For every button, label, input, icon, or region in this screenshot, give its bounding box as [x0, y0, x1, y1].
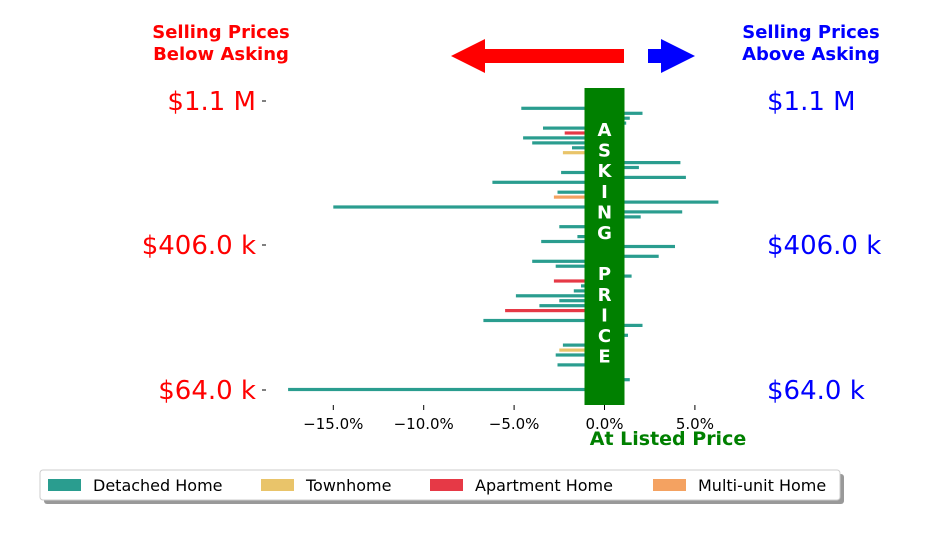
header-left-line-2: Below Asking	[153, 44, 289, 65]
bar-detached-home	[541, 239, 605, 244]
bar-detached-home	[557, 363, 605, 367]
y-tick-label-left: $406.0 k	[142, 231, 256, 261]
bar-detached-home	[555, 264, 605, 268]
asking-price-letter: N	[597, 202, 612, 223]
bar-detached-home	[532, 141, 605, 145]
bar-detached-home	[543, 126, 605, 130]
bar-detached-home	[604, 210, 683, 214]
bar-detached-home	[521, 106, 605, 110]
bar-detached-home	[559, 299, 605, 303]
bar-detached-home	[559, 225, 605, 229]
bar-detached-home	[523, 136, 605, 140]
x-tick-label: 0.0%	[585, 415, 623, 433]
bar-detached-home	[492, 180, 605, 184]
bar-apartment-home	[553, 279, 605, 283]
x-tick-label: −5.0%	[489, 415, 540, 433]
asking-price-letter: E	[598, 347, 610, 368]
y-tick-label-right: $1.1 M	[767, 87, 856, 117]
y-axis-labels: $1.1 M $406.0 k $64.0 k $1.1 M $406.0 k $64.0…	[142, 87, 882, 406]
asking-price-letter: R	[598, 285, 612, 306]
header-left-line-1: Selling Prices	[152, 22, 289, 43]
asking-price-letter: K	[598, 161, 613, 182]
legend-swatch	[430, 479, 463, 491]
legend-swatch	[48, 479, 81, 491]
x-axis: −15.0% −10.0% −5.0% 0.0% 5.0%	[303, 405, 714, 433]
bar-apartment-home	[505, 309, 605, 313]
right-arrow-icon	[648, 39, 695, 73]
x-tick-label: 5.0%	[676, 415, 714, 433]
bar-detached-home	[604, 161, 681, 165]
legend-swatch	[261, 479, 294, 491]
asking-price-bar	[584, 88, 625, 405]
left-arrow-icon	[451, 39, 624, 73]
x-tick-label: −15.0%	[303, 415, 363, 433]
bar-detached-home	[483, 318, 605, 323]
y-tick-label-left: $64.0 k	[158, 376, 256, 406]
y-tick-label-right: $64.0 k	[767, 376, 865, 406]
bar-townhome	[559, 348, 605, 352]
bar-detached-home	[333, 205, 605, 209]
bar-detached-home	[555, 353, 605, 357]
legend-label: Townhome	[305, 476, 391, 495]
legend-label: Multi-unit Home	[698, 476, 826, 495]
header-group: Selling Prices Below Asking Selling Pric…	[152, 22, 880, 73]
y-tick-label-right: $406.0 k	[767, 231, 881, 261]
asking-price-letter: P	[598, 264, 611, 285]
bar-townhome	[562, 151, 605, 155]
asking-price-letter: C	[598, 326, 611, 347]
bars-group	[288, 96, 719, 392]
asking-price-letter: G	[597, 223, 612, 244]
asking-price-letter: S	[598, 141, 611, 162]
bar-detached-home	[532, 259, 605, 263]
bar-detached-home	[604, 244, 675, 249]
legend-label: Apartment Home	[475, 476, 613, 495]
bar-detached-home	[604, 200, 719, 204]
bar-multi-unit-home	[553, 195, 605, 199]
bar-detached-home	[515, 294, 605, 298]
asking-price-letter: I	[601, 305, 608, 326]
bar-detached-home	[604, 175, 686, 179]
legend: Detached Home Townhome Apartment Home Multi…	[39, 469, 844, 504]
asking-price-letter: A	[598, 120, 612, 141]
bar-detached-home	[561, 170, 605, 175]
bar-detached-home	[557, 190, 605, 194]
y-tick-label-left: $1.1 M	[167, 87, 256, 117]
bar-detached-home	[288, 387, 605, 392]
header-right-line-2: Above Asking	[742, 44, 880, 65]
asking-price-letter: I	[601, 182, 608, 203]
legend-swatch	[653, 479, 686, 491]
x-tick-label: −10.0%	[394, 415, 454, 433]
legend-label: Detached Home	[93, 476, 223, 495]
x-axis-label: At Listed Price	[590, 428, 746, 450]
bar-detached-home	[539, 304, 605, 308]
header-right-line-1: Selling Prices	[742, 22, 879, 43]
bar-detached-home	[604, 254, 659, 258]
bar-detached-home	[562, 343, 605, 347]
